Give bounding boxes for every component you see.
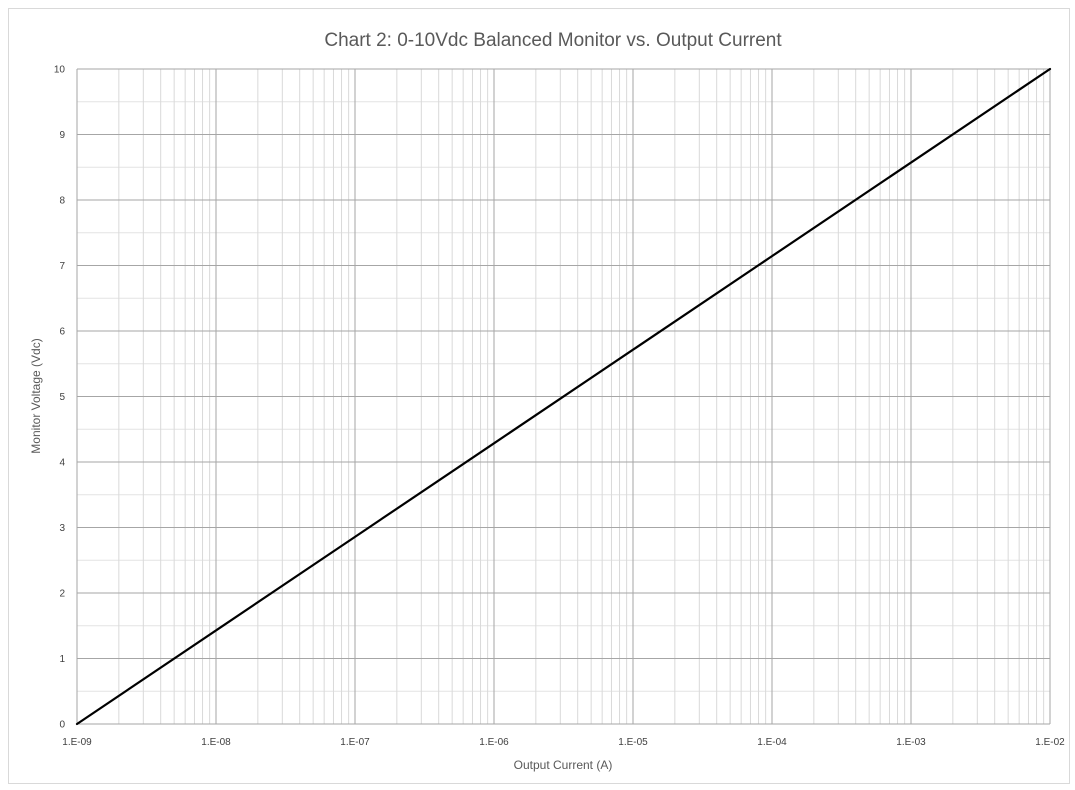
x-tick-label: 1.E-06 (479, 737, 509, 748)
x-tick-label: 1.E-05 (618, 737, 648, 748)
y-tick-label: 6 (59, 327, 65, 338)
series-layer (75, 67, 1052, 726)
y-tick-label: 3 (59, 523, 65, 534)
series-line (75, 67, 1052, 726)
y-tick-label: 4 (59, 458, 65, 469)
x-axis-label: Output Current (A) (514, 758, 613, 772)
y-tick-labels: 0 1 2 3 4 5 6 7 8 9 10 (54, 65, 66, 731)
x-tick-label: 1.E-08 (201, 737, 231, 748)
x-tick-label: 1.E-04 (757, 737, 787, 748)
grid (76, 68, 1051, 725)
y-tick-label: 2 (59, 589, 65, 600)
y-tick-label: 7 (59, 261, 65, 272)
chart-title: Chart 2: 0-10Vdc Balanced Monitor vs. Ou… (324, 30, 782, 51)
x-tick-label: 1.E-03 (896, 737, 926, 748)
x-tick-label: 1.E-02 (1035, 737, 1065, 748)
y-tick-label: 5 (59, 392, 65, 403)
x-tick-labels: 1.E-09 1.E-08 1.E-07 1.E-06 1.E-05 1.E-04 1.E-… (62, 737, 1065, 748)
y-tick-label: 0 (59, 720, 65, 731)
x-tick-label: 1.E-07 (340, 737, 370, 748)
y-axis-label: Monitor Voltage (Vdc) (29, 338, 43, 453)
y-tick-label: 8 (59, 196, 65, 207)
y-tick-label: 1 (59, 654, 65, 665)
y-tick-label: 10 (54, 65, 66, 76)
y-tick-label: 9 (59, 130, 65, 141)
x-tick-label: 1.E-09 (62, 737, 92, 748)
